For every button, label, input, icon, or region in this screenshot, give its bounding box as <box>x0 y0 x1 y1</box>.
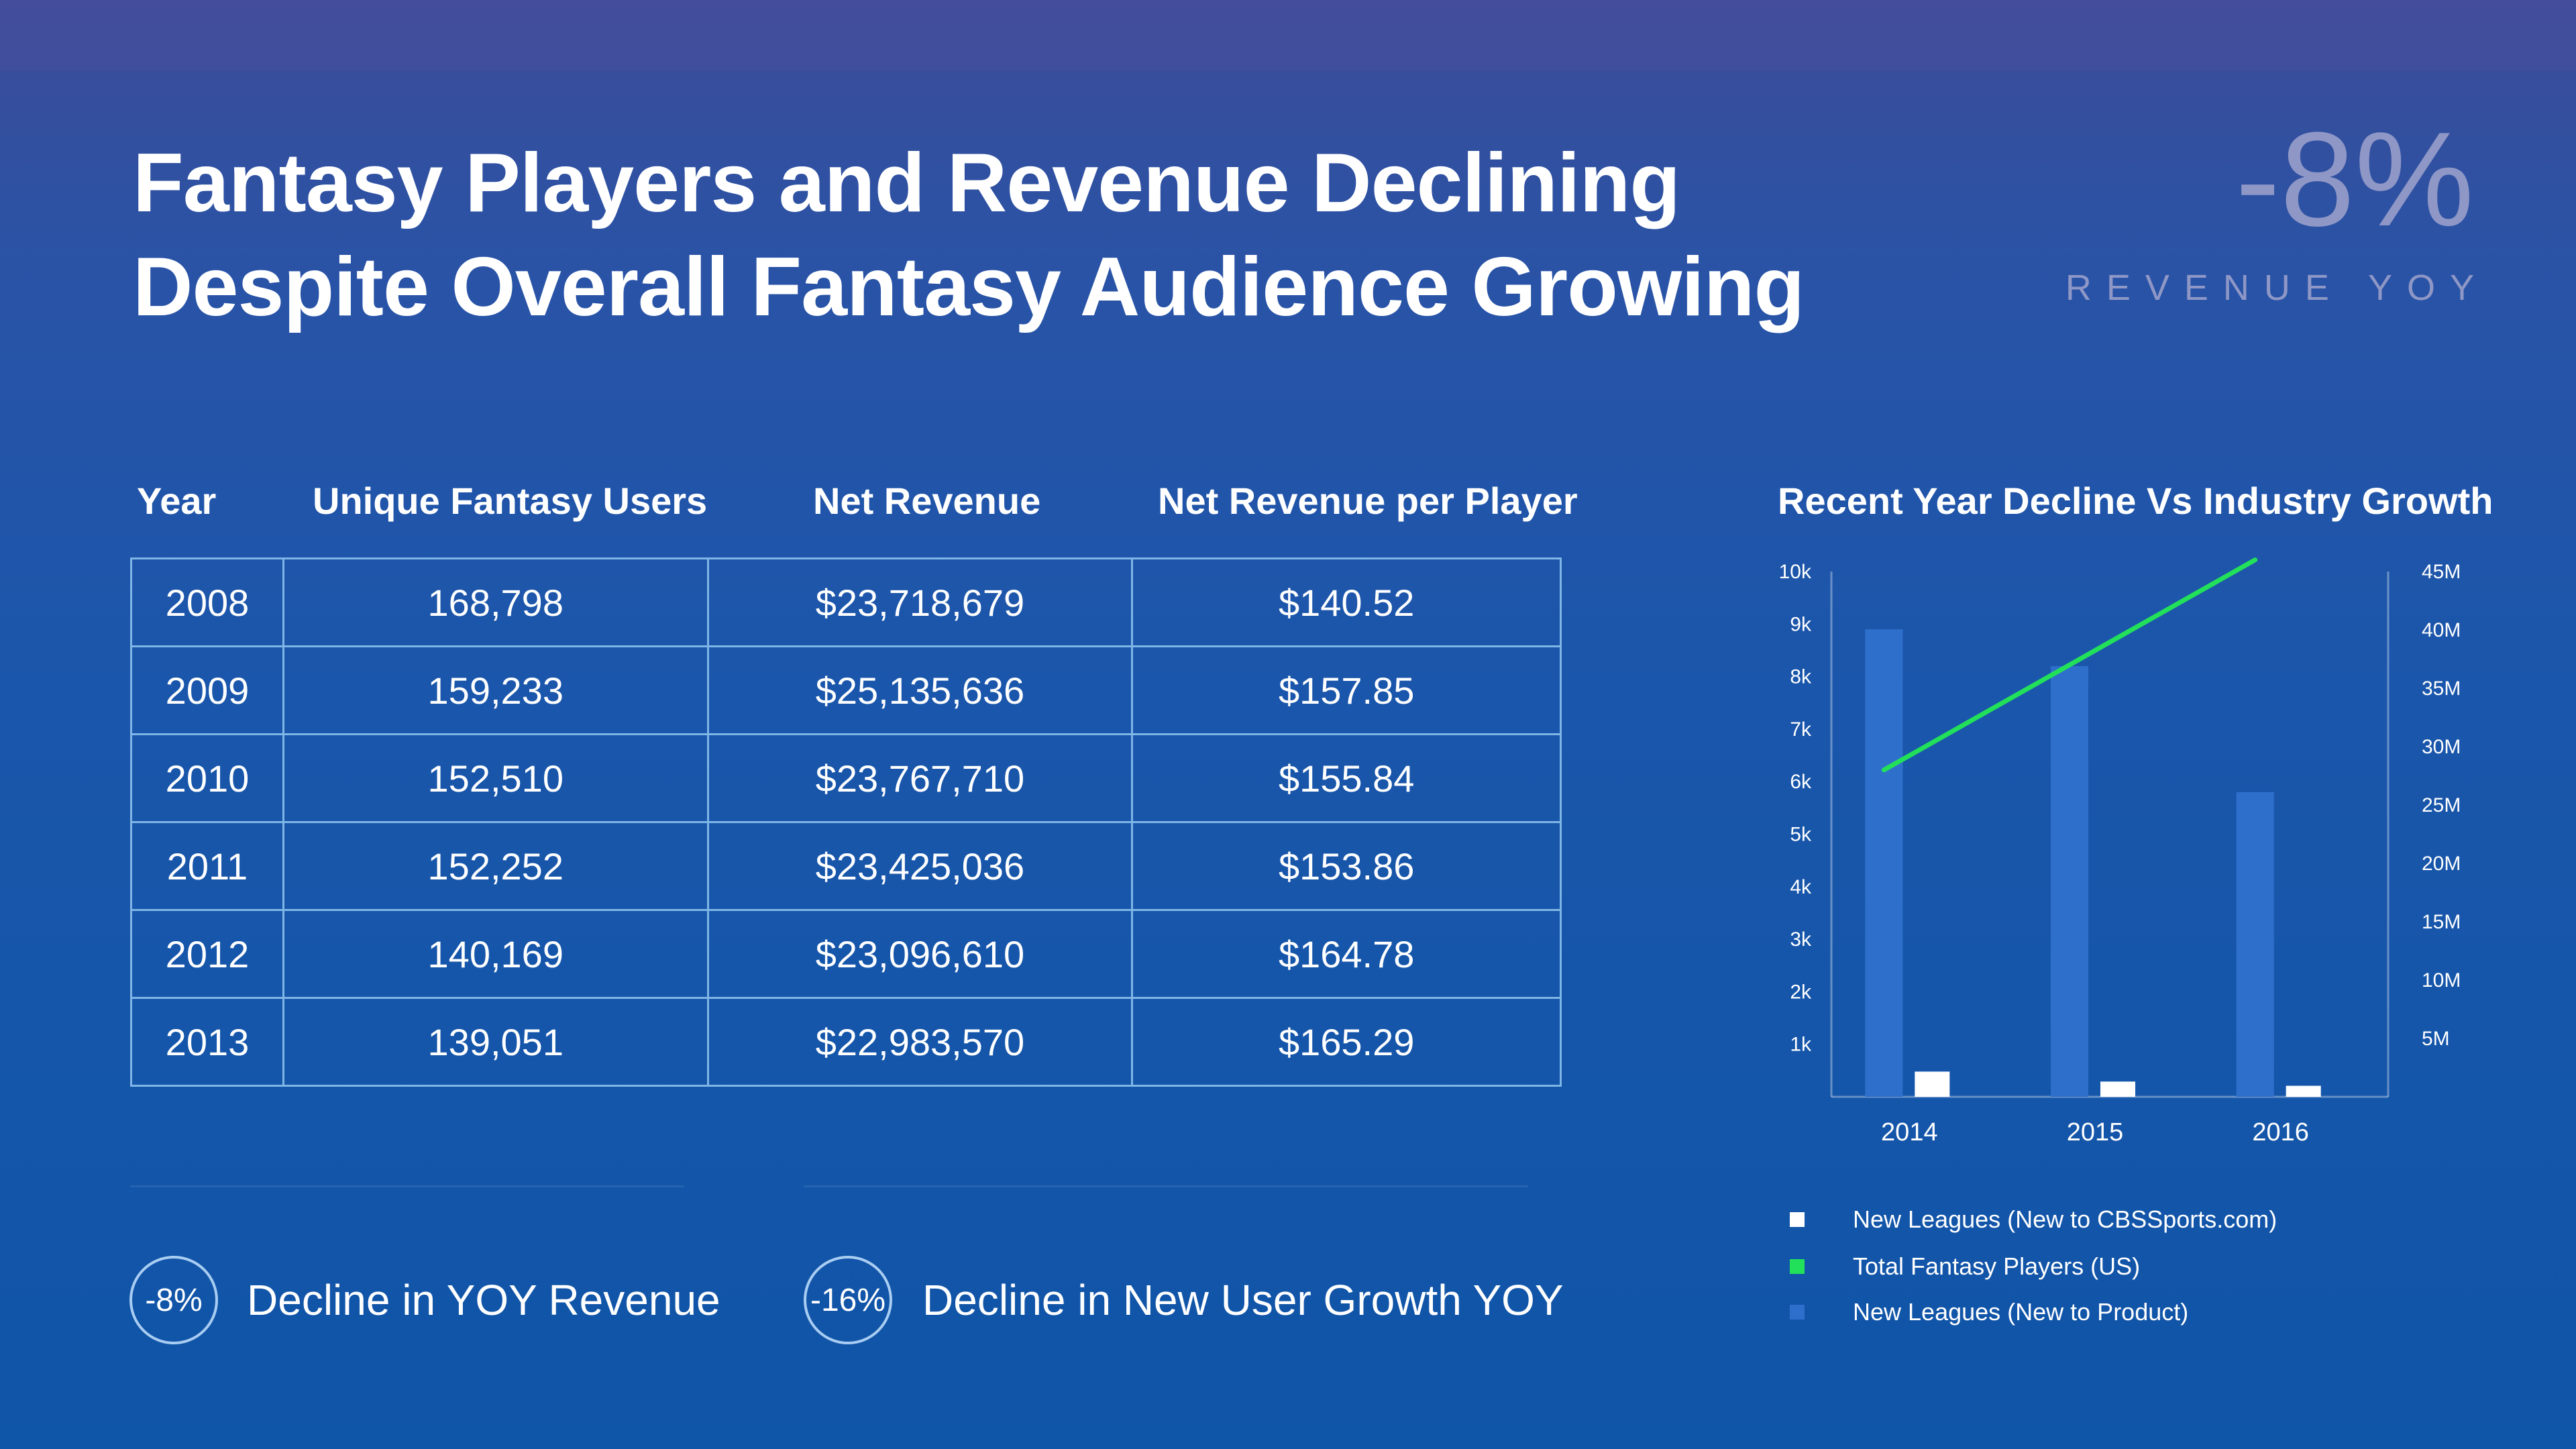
y-left-tick-label: 5k <box>1790 824 1812 846</box>
y-right-tick-label: 25M <box>2422 794 2461 816</box>
table-cell-year: 2009 <box>130 645 284 735</box>
table-cell-revenue-per-player: $164.78 <box>1131 909 1562 999</box>
legend-label-product: New Leagues (New to Product) <box>1853 1298 2189 1326</box>
legend-swatch-product <box>1790 1305 1805 1320</box>
bar-new-to-product <box>2051 665 2088 1097</box>
table-cell-users: 140,169 <box>282 909 709 999</box>
table-cell-revenue-per-player: $157.85 <box>1131 645 1562 735</box>
y-left-tick-label: 10k <box>1779 561 1812 583</box>
table-cell-users: 152,252 <box>282 821 709 911</box>
revenue-table: 2008 168,798 $23,718,679 $140.52 2009 159,233… <box>130 557 1562 1087</box>
stat-text-revenue: Decline in YOY Revenue <box>247 1276 720 1324</box>
table-cell-year: 2010 <box>130 733 284 823</box>
stat-divider-2 <box>804 1185 1528 1187</box>
table-cell-revenue: $23,096,610 <box>706 909 1134 999</box>
table-cell-users: 159,233 <box>282 645 709 735</box>
bar-new-to-cbssports <box>2286 1085 2321 1097</box>
y-right-tick-label: 5M <box>2422 1028 2450 1050</box>
bar-new-to-product <box>2236 792 2274 1097</box>
page-title-line-2: Despite Overall Fantasy Audience Growing <box>133 241 1805 333</box>
table-header-revenue: Net Revenue <box>813 480 1041 522</box>
y-right-tick-label: 40M <box>2422 619 2461 641</box>
y-right-tick-label: 15M <box>2422 911 2461 933</box>
table-cell-users: 168,798 <box>282 557 709 647</box>
y-left-tick-label: 2k <box>1790 981 1812 1003</box>
top-band <box>0 0 2576 71</box>
table-row: 2010 152,510 $23,767,710 $155.84 <box>130 733 1562 823</box>
table-cell-revenue: $23,767,710 <box>706 733 1134 823</box>
y-left-tick-label: 1k <box>1790 1034 1812 1056</box>
y-left-tick-label: 7k <box>1790 718 1812 741</box>
y-right-tick-label: 35M <box>2422 678 2461 700</box>
legend-swatch-cbs <box>1790 1212 1805 1227</box>
table-header-users: Unique Fantasy Users <box>313 480 708 522</box>
page-title-line-1: Fantasy Players and Revenue Declining <box>133 137 1680 229</box>
table-cell-revenue: $23,425,036 <box>706 821 1134 911</box>
x-tick-label: 2014 <box>1881 1118 1938 1146</box>
legend-swatch-total <box>1790 1259 1805 1274</box>
y-left-tick-label: 8k <box>1790 666 1812 688</box>
table-header-revenue-per-player: Net Revenue per Player <box>1158 480 1578 522</box>
table-cell-year: 2008 <box>130 557 284 647</box>
x-tick-label: 2016 <box>2252 1118 2309 1146</box>
legend-label-total: Total Fantasy Players (US) <box>1853 1252 2141 1280</box>
table-header-year: Year <box>137 480 217 522</box>
kpi-value: -8% <box>2235 105 2474 254</box>
table-cell-revenue: $25,135,636 <box>706 645 1134 735</box>
y-right-tick-label: 45M <box>2422 561 2461 583</box>
table-cell-revenue-per-player: $165.29 <box>1131 997 1562 1087</box>
table-cell-revenue-per-player: $153.86 <box>1131 821 1562 911</box>
table-row: 2008 168,798 $23,718,679 $140.52 <box>130 557 1562 647</box>
table-cell-revenue: $23,718,679 <box>706 557 1134 647</box>
y-left-tick-label: 4k <box>1790 876 1812 898</box>
bar-new-to-cbssports <box>1915 1071 1950 1097</box>
y-right-tick-label: 30M <box>2422 736 2461 758</box>
legend-label-cbs: New Leagues (New to CBSSports.com) <box>1853 1205 2277 1233</box>
y-left-tick-label: 3k <box>1790 928 1812 951</box>
table-row: 2011 152,252 $23,425,036 $153.86 <box>130 821 1562 911</box>
y-left-tick-label: 6k <box>1790 771 1812 793</box>
table-cell-year: 2013 <box>130 997 284 1087</box>
y-right-tick-label: 10M <box>2422 969 2461 991</box>
table-cell-users: 139,051 <box>282 997 709 1087</box>
table-row: 2013 139,051 $22,983,570 $165.29 <box>130 997 1562 1087</box>
kpi-label: REVENUE YOY <box>2065 268 2489 308</box>
table-row: 2009 159,233 $25,135,636 $157.85 <box>130 645 1562 735</box>
combo-chart: 1k 2k 3k 4k 5k 6k 7k 8k 9k 10k 5M 10M 15M 20M 25M 30M 35… <box>1779 557 2461 1146</box>
x-tick-label: 2015 <box>2067 1118 2124 1146</box>
table-cell-year: 2011 <box>130 821 284 911</box>
stat-badge-revenue: -8% <box>129 1256 218 1344</box>
line-total-fantasy-players <box>1881 557 2258 773</box>
table-cell-revenue-per-player: $140.52 <box>1131 557 1562 647</box>
bar-new-to-cbssports <box>2100 1081 2135 1097</box>
y-right-tick-label: 20M <box>2422 853 2461 875</box>
table-row: 2012 140,169 $23,096,610 $164.78 <box>130 909 1562 999</box>
table-cell-year: 2012 <box>130 909 284 999</box>
stat-divider-1 <box>130 1185 684 1187</box>
stat-text-new-users: Decline in New User Growth YOY <box>922 1276 1564 1324</box>
page-title: Fantasy Players and Revenue Declining De… <box>133 131 1877 339</box>
table-cell-revenue-per-player: $155.84 <box>1131 733 1562 823</box>
chart-title: Recent Year Decline Vs Industry Growth <box>1778 480 2493 522</box>
bar-new-to-product <box>1865 629 1903 1097</box>
table-cell-revenue: $22,983,570 <box>706 997 1134 1087</box>
stat-badge-new-users: -16% <box>804 1256 892 1344</box>
table-cell-users: 152,510 <box>282 733 709 823</box>
y-left-tick-label: 9k <box>1790 613 1812 635</box>
